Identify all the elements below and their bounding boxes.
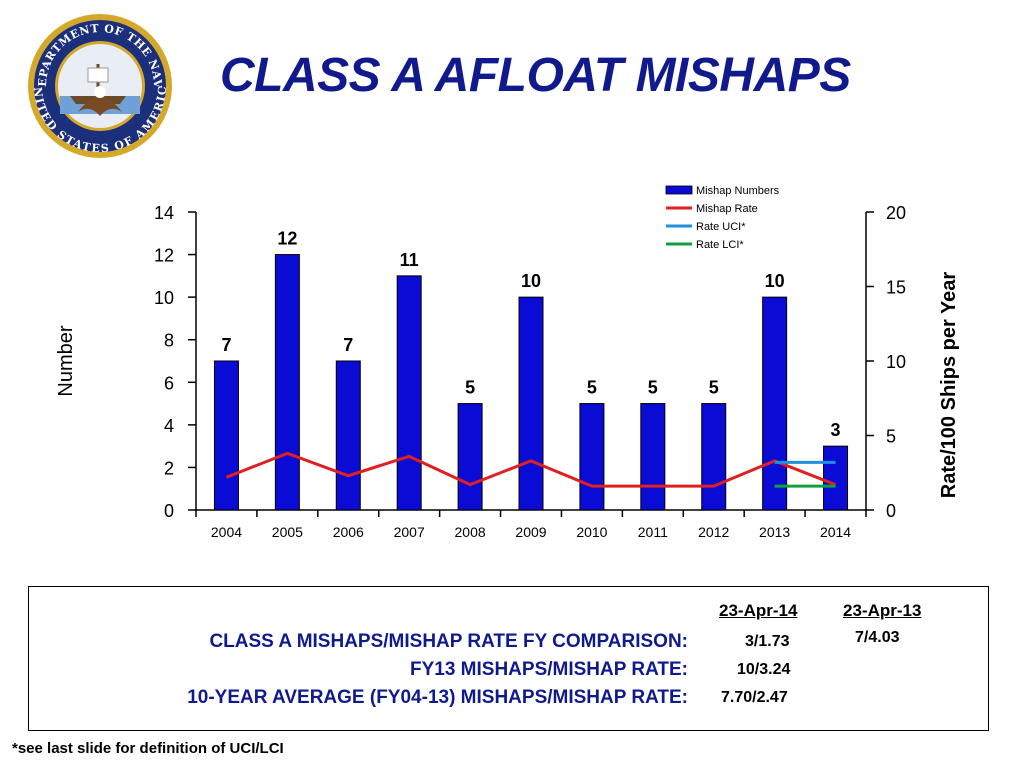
y-right-axis-title: Rate/100 Ships per Year: [938, 272, 960, 499]
bar-data-label: 11: [400, 250, 419, 270]
summary-row-label: 10-YEAR AVERAGE (FY04-13) MISHAPS/MISHAP…: [187, 687, 688, 708]
x-tick-label: 2008: [455, 524, 486, 540]
y-left-tick-label: 10: [154, 288, 174, 308]
x-tick-label: 2007: [394, 524, 425, 540]
summary-value: 10/3.24: [737, 661, 791, 678]
y-right-tick-label: 20: [886, 203, 906, 223]
bar-mishap-numbers: [640, 403, 666, 511]
bar-mishap-numbers: [579, 403, 605, 511]
legend-label: Mishap Rate: [696, 203, 758, 215]
legend-label: Mishap Numbers: [696, 185, 780, 197]
bar-mishap-numbers: [701, 403, 727, 511]
y-left-tick-label: 8: [164, 331, 174, 351]
y-left-axis-title: Number: [55, 325, 77, 396]
x-tick-label: 2013: [759, 524, 790, 540]
legend-label: Rate LCI*: [696, 239, 744, 251]
bar-data-label: 10: [521, 271, 541, 291]
bar-mishap-numbers: [213, 360, 239, 511]
bar-mishap-numbers: [823, 445, 849, 511]
bar-data-label: 7: [343, 335, 353, 355]
summary-row-label: CLASS A MISHAPS/MISHAP RATE FY COMPARISO…: [209, 631, 688, 652]
bar-data-label: 7: [221, 335, 231, 355]
y-left-tick-label: 12: [154, 246, 174, 266]
bar-data-label: 5: [465, 378, 475, 398]
legend-swatch: [665, 185, 693, 195]
summary-col-header: 23-Apr-13: [843, 601, 922, 620]
bar-data-label: 5: [648, 378, 658, 398]
bar-data-label: 5: [587, 378, 597, 398]
y-right-tick-label: 5: [886, 427, 896, 447]
line-mishap-rate: [225, 451, 837, 488]
page-title: CLASS A AFLOAT MISHAPS: [220, 49, 851, 102]
bar-mishap-numbers: [518, 296, 544, 511]
x-tick-label: 2014: [820, 524, 851, 540]
y-left-tick-label: 2: [164, 458, 174, 478]
legend-label: Rate UCI*: [696, 221, 746, 233]
bar-data-label: 3: [831, 420, 841, 440]
summary-value: 7/4.03: [855, 629, 900, 646]
bar-data-label: 12: [277, 229, 297, 249]
navy-seal-logo: DEPARTMENT OF THE NAVY UNITED STATES OF …: [26, 12, 172, 158]
x-tick-label: 2005: [272, 524, 303, 540]
footnote: *see last slide for definition of UCI/LC…: [12, 740, 284, 757]
summary-value: 7.70/2.47: [721, 689, 788, 706]
y-left-tick-label: 6: [164, 373, 174, 393]
summary-value: 3/1.73: [745, 633, 790, 650]
bar-data-label: 10: [765, 271, 785, 291]
y-left-tick-label: 14: [154, 203, 174, 223]
summary-box: 23-Apr-14 23-Apr-13 CLASS A MISHAPS/MISH…: [28, 586, 989, 731]
summary-col-header: 23-Apr-14: [719, 601, 798, 620]
y-left-tick-label: 4: [164, 416, 174, 436]
y-right-tick-label: 10: [886, 352, 906, 372]
summary-row-label: FY13 MISHAPS/MISHAP RATE:: [409, 659, 688, 680]
x-tick-label: 2009: [515, 524, 546, 540]
x-tick-label: 2012: [698, 524, 729, 540]
bar-mishap-numbers: [457, 403, 483, 511]
bar-mishap-numbers: [762, 296, 788, 511]
y-right-tick-label: 15: [886, 278, 906, 298]
x-tick-label: 2011: [638, 524, 668, 540]
x-tick-label: 2010: [576, 524, 607, 540]
bar-data-label: 5: [709, 378, 719, 398]
bar-mishap-numbers: [274, 254, 300, 511]
y-right-tick-label: 0: [886, 501, 896, 521]
mishap-chart: 0 2 4 6 8 10 12 14 0 5 10 15 20 2004 2005 2006 2007 2008 2…: [55, 185, 960, 540]
y-left-tick-label: 0: [164, 501, 174, 521]
bar-mishap-numbers: [396, 275, 422, 511]
bar-mishap-numbers: [335, 360, 361, 511]
x-tick-label: 2004: [211, 524, 242, 540]
x-tick-label: 2006: [333, 524, 364, 540]
